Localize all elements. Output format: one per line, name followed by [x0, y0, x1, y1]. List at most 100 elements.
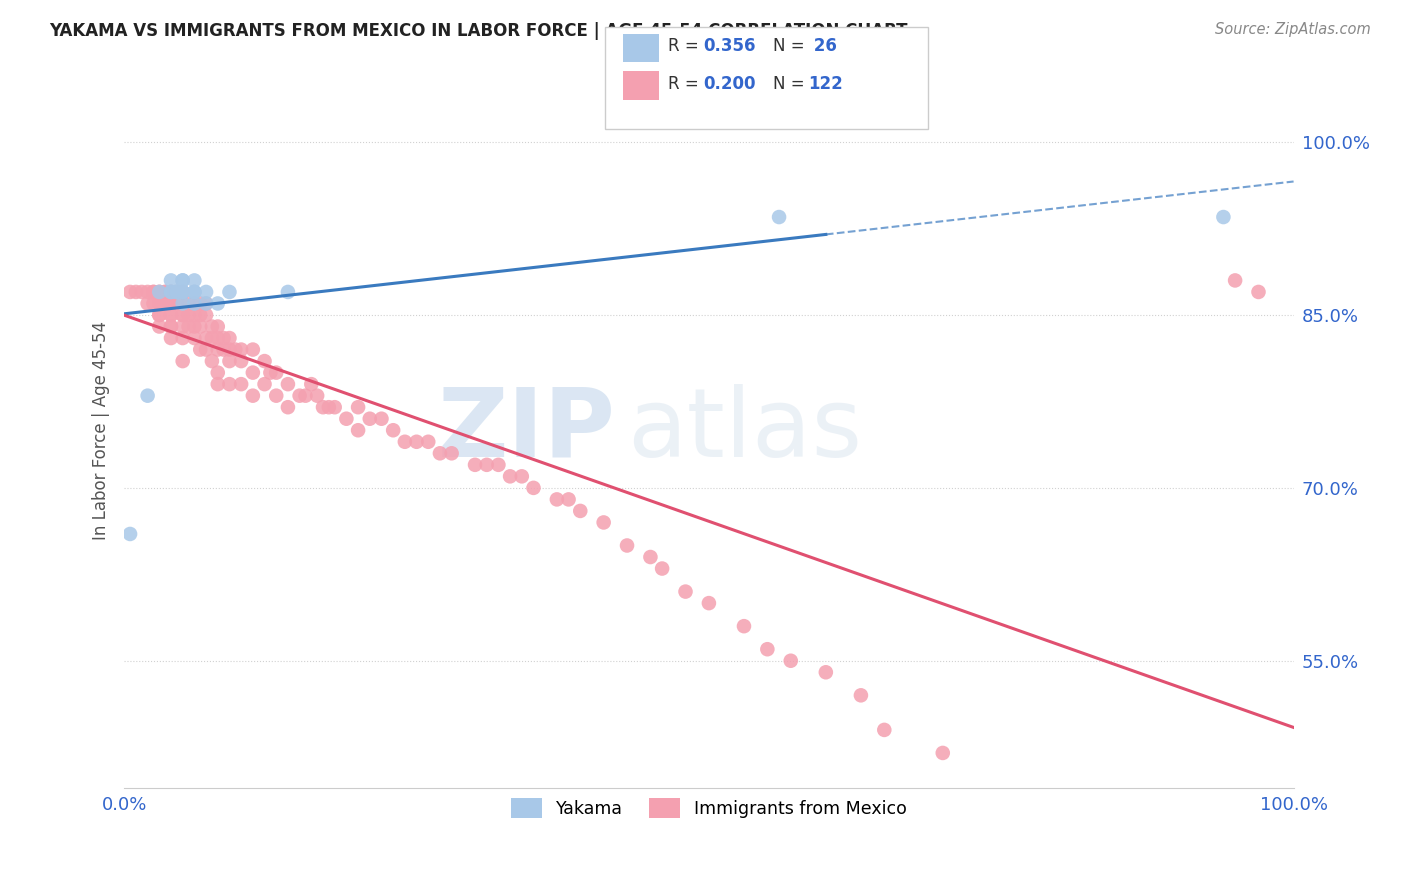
Point: [464, 458, 486, 472]
Point: [382, 423, 405, 437]
Point: [188, 308, 211, 322]
Point: [218, 354, 240, 368]
Point: [510, 469, 533, 483]
Point: [172, 331, 194, 345]
Point: [125, 285, 148, 299]
Point: [153, 296, 176, 310]
Point: [499, 469, 522, 483]
Point: [370, 411, 392, 425]
Point: [148, 285, 170, 299]
Point: [201, 319, 224, 334]
Text: R =: R =: [668, 75, 704, 93]
Point: [756, 642, 779, 657]
Point: [207, 296, 229, 310]
Point: [697, 596, 720, 610]
Point: [142, 285, 165, 299]
Point: [195, 331, 218, 345]
Point: [779, 654, 801, 668]
Point: [148, 308, 170, 322]
Text: 0.200: 0.200: [703, 75, 755, 93]
Point: [153, 285, 176, 299]
Point: [1212, 210, 1234, 224]
Point: [183, 285, 205, 299]
Point: [394, 434, 416, 449]
Point: [177, 296, 200, 310]
Point: [218, 285, 240, 299]
Point: [177, 308, 200, 322]
Point: [264, 389, 287, 403]
Y-axis label: In Labor Force | Age 45-54: In Labor Force | Age 45-54: [93, 321, 110, 540]
Point: [172, 308, 194, 322]
Point: [307, 389, 329, 403]
Point: [160, 319, 183, 334]
Point: [160, 285, 183, 299]
Point: [148, 308, 170, 322]
Point: [148, 285, 170, 299]
Point: [148, 296, 170, 310]
Point: [264, 366, 287, 380]
Point: [201, 331, 224, 345]
Point: [218, 331, 240, 345]
Point: [188, 319, 211, 334]
Point: [212, 343, 235, 357]
Point: [160, 308, 183, 322]
Point: [312, 401, 335, 415]
Point: [166, 285, 188, 299]
Point: [172, 273, 194, 287]
Point: [172, 354, 194, 368]
Point: [242, 343, 264, 357]
Point: [277, 285, 299, 299]
Text: atlas: atlas: [627, 384, 862, 476]
Point: [640, 549, 662, 564]
Point: [207, 366, 229, 380]
Point: [675, 584, 697, 599]
Point: [733, 619, 755, 633]
Point: [347, 401, 370, 415]
Point: [172, 285, 194, 299]
Point: [183, 273, 205, 287]
Point: [188, 343, 211, 357]
Text: YAKAMA VS IMMIGRANTS FROM MEXICO IN LABOR FORCE | AGE 45-54 CORRELATION CHART: YAKAMA VS IMMIGRANTS FROM MEXICO IN LABO…: [49, 22, 908, 40]
Point: [1223, 273, 1246, 287]
Point: [231, 343, 253, 357]
Point: [153, 285, 176, 299]
Point: [347, 423, 370, 437]
Point: [207, 377, 229, 392]
Point: [183, 296, 205, 310]
Point: [172, 296, 194, 310]
Point: [188, 296, 211, 310]
Point: [160, 319, 183, 334]
Point: [177, 319, 200, 334]
Point: [592, 516, 614, 530]
Point: [183, 331, 205, 345]
Text: ZIP: ZIP: [437, 384, 616, 476]
Point: [136, 285, 159, 299]
Point: [277, 377, 299, 392]
Text: N =: N =: [773, 37, 810, 55]
Point: [932, 746, 955, 760]
Point: [429, 446, 451, 460]
Point: [218, 377, 240, 392]
Point: [616, 539, 638, 553]
Point: [160, 296, 183, 310]
Point: [259, 366, 281, 380]
Point: [218, 343, 240, 357]
Point: [148, 296, 170, 310]
Point: [183, 319, 205, 334]
Point: [148, 319, 170, 334]
Point: [120, 285, 142, 299]
Point: [242, 389, 264, 403]
Point: [183, 296, 205, 310]
Point: [195, 296, 218, 310]
Point: [207, 343, 229, 357]
Point: [231, 354, 253, 368]
Point: [148, 296, 170, 310]
Point: [546, 492, 568, 507]
Point: [172, 285, 194, 299]
Point: [207, 319, 229, 334]
Text: 26: 26: [808, 37, 838, 55]
Text: R =: R =: [668, 37, 704, 55]
Point: [299, 377, 322, 392]
Point: [557, 492, 579, 507]
Point: [160, 331, 183, 345]
